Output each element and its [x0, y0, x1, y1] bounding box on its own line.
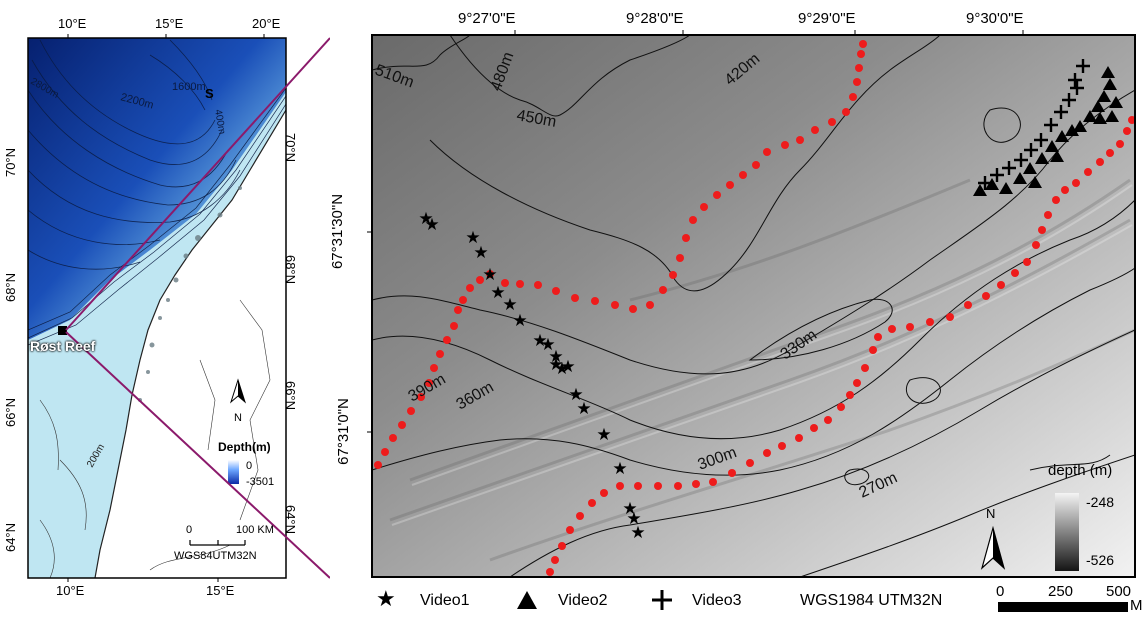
scale-label-250: 250 — [1048, 583, 1074, 600]
detail-map-canvas: ★★★★ ★★★★ ★★★★ ★★★★ ★★★★ ★ — [367, 30, 1136, 578]
ov-top-lon-2: 15°E — [155, 16, 184, 31]
svg-text:S: S — [205, 86, 214, 101]
video3-legend-icon — [652, 590, 672, 610]
bottom-legend: ★ Video1 Video2 Video3 WGS1984 UTM32N 0 … — [370, 583, 1142, 621]
detail-left-lat-1: 67°31'30"N — [329, 193, 347, 270]
video1-legend-label: Video1 — [420, 592, 470, 609]
overview-north-label: N — [234, 412, 242, 424]
detail-top-lon-2: 9°28'0"E — [626, 10, 684, 27]
overview-north-arrow-icon — [229, 378, 247, 404]
svg-text:400m: 400m — [212, 109, 227, 136]
video2-legend-label: Video2 — [558, 592, 608, 609]
svg-text:★: ★ — [418, 209, 433, 228]
ov-right-lat-2: 68°N — [283, 254, 299, 285]
ov-right-lat-3: 66°N — [283, 380, 299, 411]
overview-map-canvas: 2800m 2200m 1600m 400m 200m S — [27, 34, 330, 582]
ov-top-lon-3: 20°E — [252, 16, 281, 31]
zoom-connector-lines — [65, 37, 330, 579]
survey-track — [374, 40, 1135, 576]
video1-legend-icon: ★ — [376, 586, 396, 611]
svg-text:★: ★ — [548, 355, 563, 374]
overview-scale-end: 100 KM — [236, 524, 274, 536]
svg-text:★: ★ — [490, 283, 505, 302]
overview-map: 2800m 2200m 1600m 400m 200m S 10°E 15°E … — [0, 0, 330, 621]
detail-north-label: N — [986, 506, 996, 521]
detail-scale-bar — [998, 602, 1128, 612]
svg-text:★: ★ — [568, 385, 583, 404]
detail-top-lon-1: 9°27'0"E — [458, 10, 516, 27]
svg-text:★: ★ — [424, 215, 439, 234]
svg-text:★: ★ — [473, 243, 488, 262]
detail-depth-legend-title: depth (m) — [1048, 462, 1113, 479]
ov-bottom-lon-1: 10°E — [56, 583, 85, 598]
video3-legend-label: Video3 — [692, 592, 742, 609]
svg-text:★: ★ — [502, 295, 517, 314]
svg-text:★: ★ — [532, 331, 547, 350]
video3-plus-markers — [978, 59, 1090, 190]
svg-text:1600m: 1600m — [172, 81, 206, 93]
overview-scale-start: 0 — [186, 524, 193, 536]
ov-right-lat-1: 70°N — [283, 132, 299, 163]
video2-triangles — [973, 66, 1123, 196]
svg-text:★: ★ — [612, 459, 627, 478]
scale-label-500: 500 — [1106, 583, 1132, 600]
svg-text:★: ★ — [540, 335, 555, 354]
ov-bottom-lon-2: 15°E — [206, 583, 235, 598]
svg-text:★: ★ — [512, 311, 527, 330]
rost-reef-label: Røst Reef — [30, 338, 96, 354]
svg-text:★: ★ — [622, 499, 637, 518]
ov-top-lon-1: 10°E — [58, 16, 87, 31]
svg-text:★: ★ — [626, 509, 641, 528]
overview-depth-legend-title: Depth(m) — [218, 440, 271, 454]
detail-top-lon-3: 9°29'0"E — [798, 10, 856, 27]
svg-text:★: ★ — [596, 425, 611, 444]
svg-text:★: ★ — [554, 359, 569, 378]
overview-projection: WGS84UTM32N — [174, 550, 257, 562]
ov-left-lat-3: 66°N — [3, 397, 19, 428]
ov-left-lat-2: 68°N — [3, 272, 19, 303]
svg-text:★: ★ — [630, 523, 645, 542]
overview-depth-min: -3501 — [246, 476, 275, 488]
detail-depth-max: -248 — [1086, 494, 1115, 510]
ov-right-lat-4: 64°N — [283, 504, 299, 535]
svg-text:★: ★ — [576, 399, 591, 418]
rost-reef-marker — [58, 326, 67, 335]
svg-text:★: ★ — [482, 265, 497, 284]
detail-map: ★ ★ ★ ★ ★ ★ ★ ★ ★ ★ ★ ★ ★ ★ ★ ★ ★ ★ ★ ★ ★ — [329, 0, 1142, 621]
svg-text:★: ★ — [548, 347, 563, 366]
video2-legend-icon — [517, 591, 537, 609]
overview-scale-bar — [189, 540, 246, 546]
projection-label: WGS1984 UTM32N — [800, 592, 943, 609]
detail-depth-colorbar — [1055, 493, 1079, 571]
svg-text:★: ★ — [560, 357, 575, 376]
ov-left-lat-4: 64°N — [3, 522, 19, 553]
detail-depth-min: -526 — [1086, 552, 1115, 568]
detail-left-lat-2: 67°31'0"N — [334, 398, 352, 465]
overview-depth-max: 0 — [246, 460, 253, 472]
detail-north-arrow-icon — [980, 525, 1006, 570]
detail-top-lon-4: 9°30'0"E — [966, 10, 1024, 27]
svg-text:450m: 450m — [515, 107, 557, 131]
svg-text:★: ★ — [465, 228, 480, 247]
video1-stars: ★★★★ ★★★★ ★★★★ ★★★★ ★★★★ ★ — [418, 209, 645, 542]
scale-unit: M — [1130, 597, 1142, 614]
scale-label-0: 0 — [996, 583, 1005, 600]
ov-left-lat-1: 70°N — [3, 147, 19, 178]
overview-depth-colorbar — [228, 460, 239, 484]
